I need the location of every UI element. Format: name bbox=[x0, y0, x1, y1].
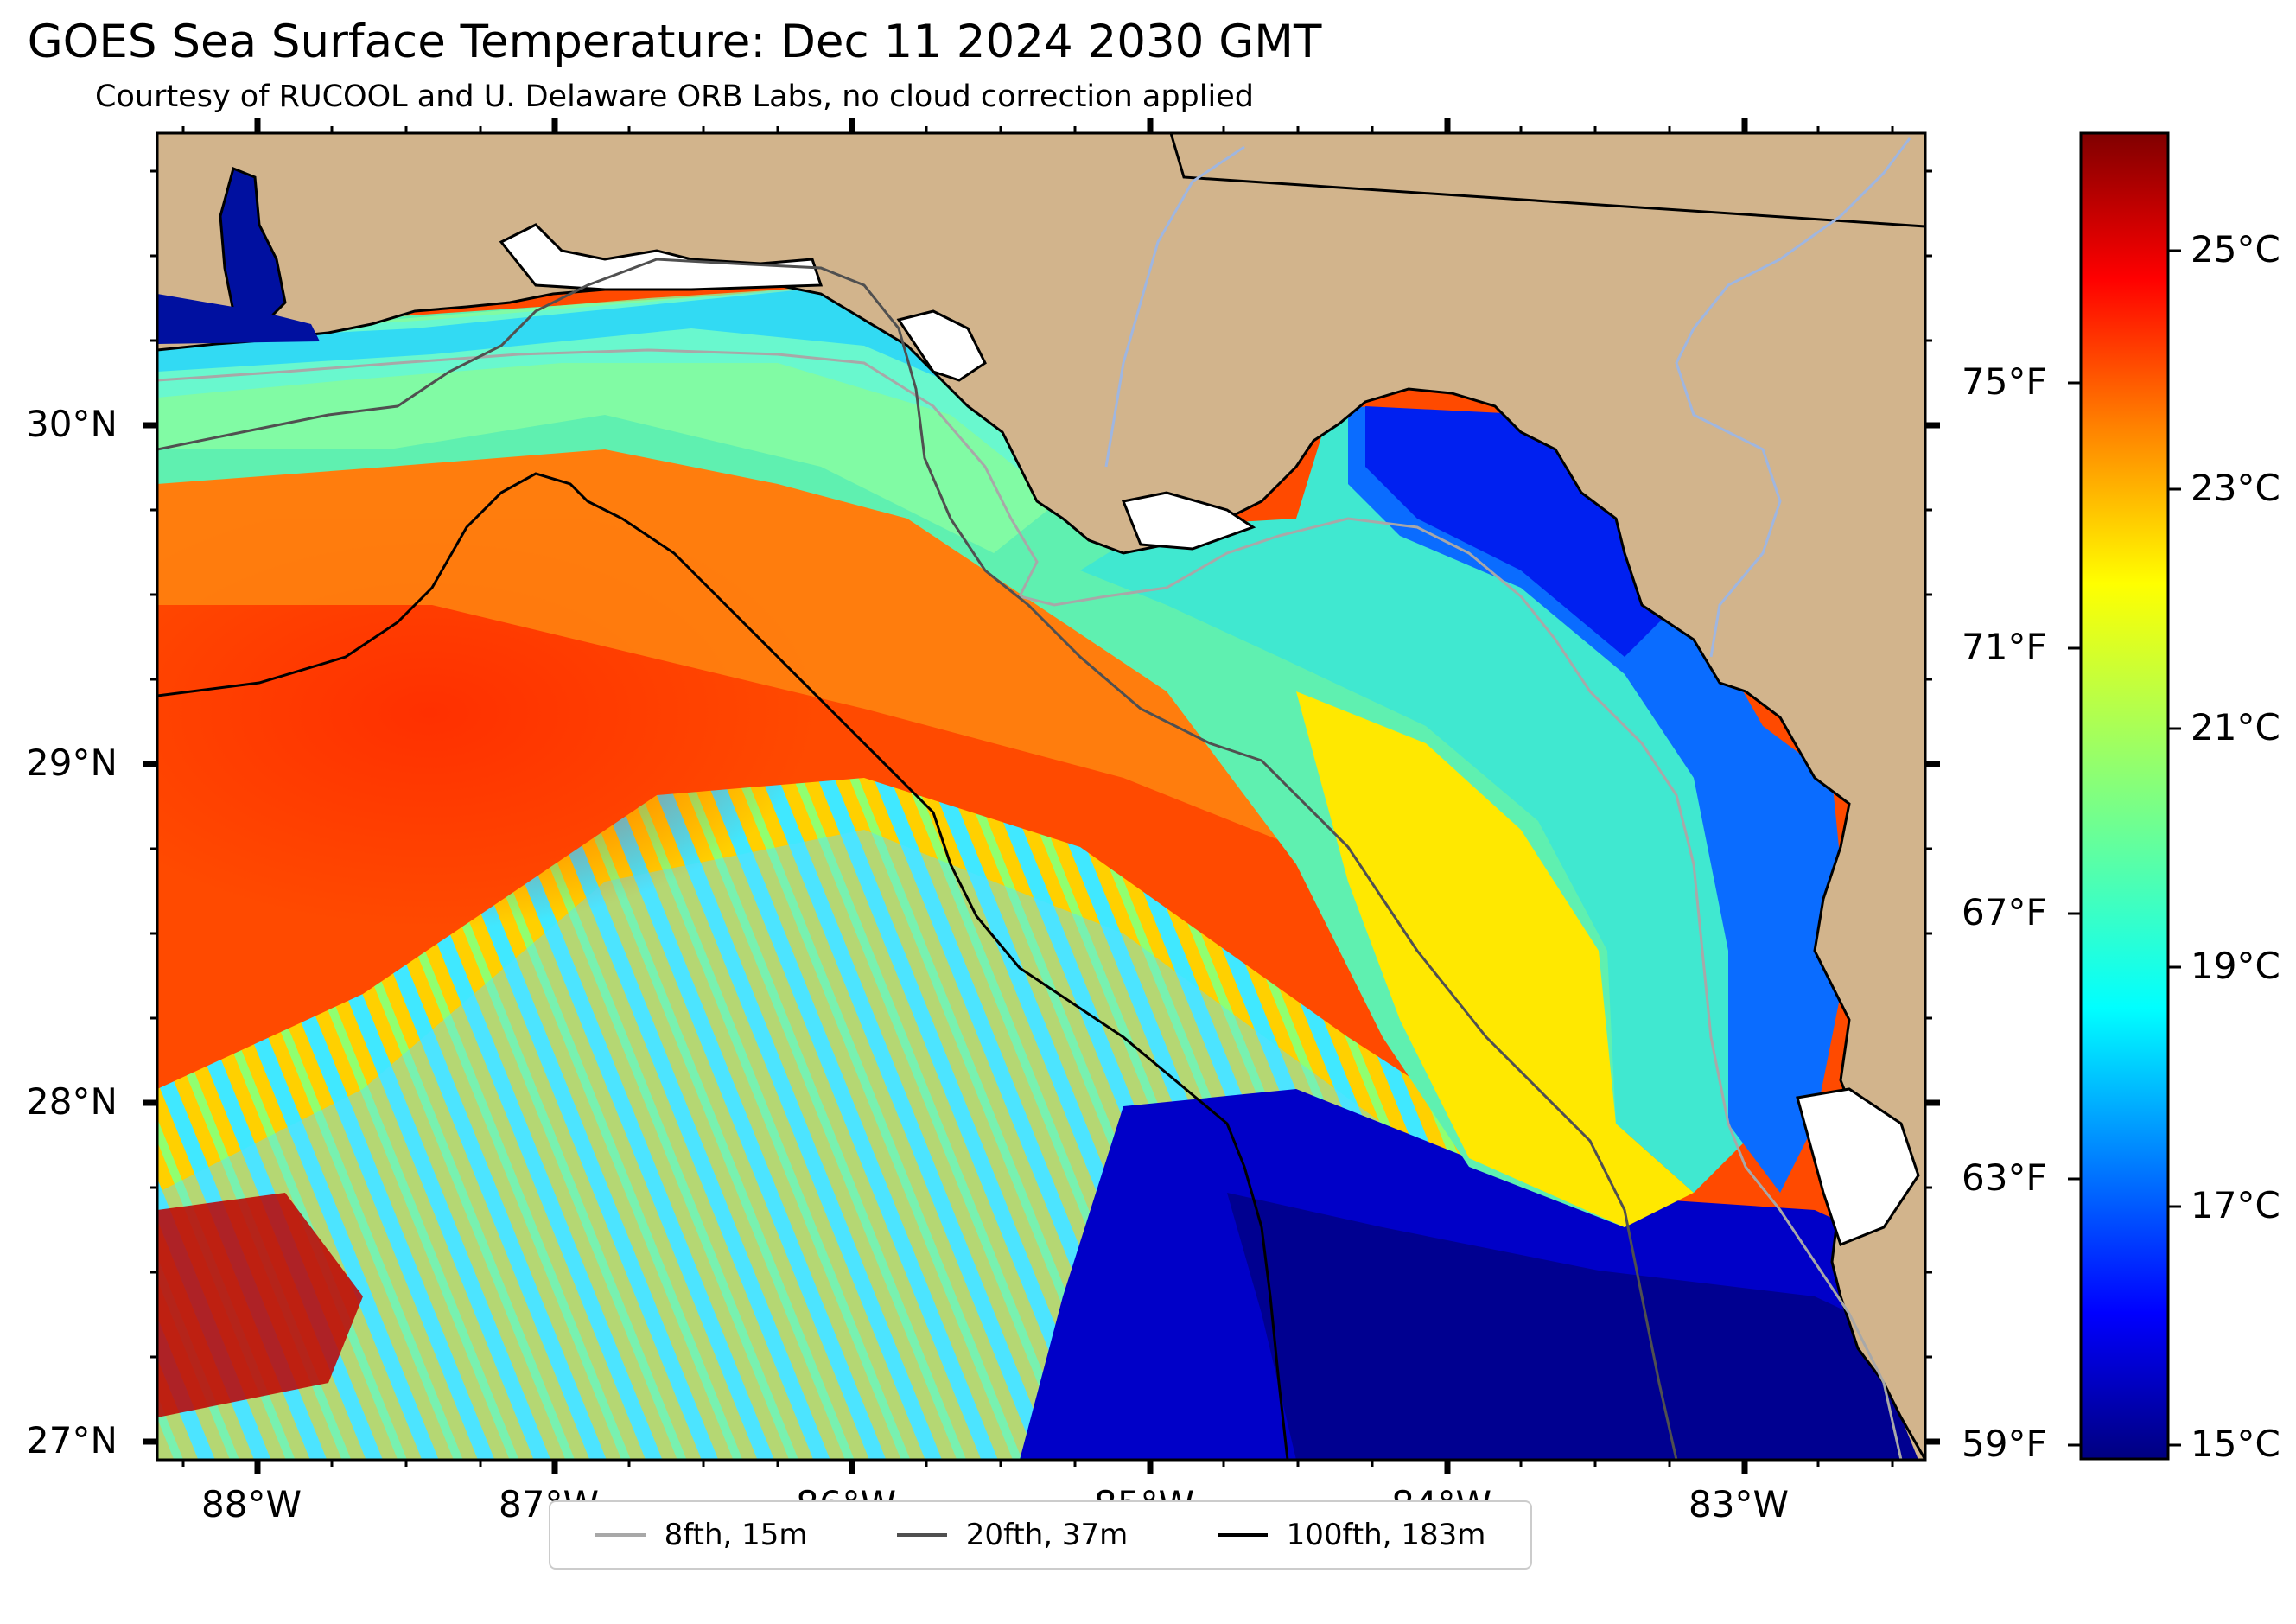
legend-item: 8fth, 15m bbox=[595, 1518, 808, 1552]
colorbar-fahrenheit-label: 75°F bbox=[1962, 360, 2047, 403]
legend-label: 100fth, 183m bbox=[1286, 1518, 1486, 1552]
latitude-label: 28°N bbox=[26, 1080, 118, 1123]
colorbar-ticks bbox=[2068, 249, 2181, 1447]
minor-ticks bbox=[150, 126, 1932, 1467]
isobath-lines bbox=[157, 258, 1903, 1460]
chart-title: GOES Sea Surface Temperature: Dec 11 202… bbox=[27, 16, 1322, 68]
colorbar-celsius-label: 25°C bbox=[2191, 228, 2280, 271]
colorbar-fahrenheit-label: 63°F bbox=[1962, 1156, 2047, 1199]
longitude-label: 83°W bbox=[1689, 1483, 1789, 1525]
chart-subtitle: Courtesy of RUCOOL and U. Delaware ORB L… bbox=[95, 80, 1254, 114]
colorbar-fahrenheit-label: 59°F bbox=[1962, 1423, 2047, 1465]
colorbar-celsius-label: 19°C bbox=[2191, 945, 2280, 987]
latitude-label: 27°N bbox=[26, 1419, 118, 1462]
sst-field bbox=[157, 133, 1925, 1460]
longitude-label: 88°W bbox=[201, 1483, 302, 1525]
legend-item: 100fth, 183m bbox=[1217, 1518, 1486, 1552]
isobath-legend: 8fth, 15m 20fth, 37m 100fth, 183m bbox=[549, 1500, 1532, 1570]
map-frame bbox=[156, 131, 1927, 1462]
legend-item: 20fth, 37m bbox=[896, 1518, 1129, 1552]
colorbar-fahrenheit-label: 71°F bbox=[1962, 626, 2047, 668]
colorbar-celsius-label: 23°C bbox=[2191, 467, 2280, 509]
colorbar-fahrenheit-label: 67°F bbox=[1962, 891, 2047, 933]
legend-label: 8fth, 15m bbox=[664, 1518, 808, 1552]
colorbar-celsius-label: 21°C bbox=[2191, 706, 2280, 748]
legend-label: 20fth, 37m bbox=[965, 1518, 1129, 1552]
legend-line-100fth bbox=[1217, 1533, 1268, 1537]
colorbar bbox=[2079, 131, 2170, 1461]
latitude-label: 30°N bbox=[26, 403, 118, 445]
latitude-label: 29°N bbox=[26, 742, 118, 784]
colorbar-celsius-label: 17°C bbox=[2191, 1184, 2280, 1226]
legend-line-20fth bbox=[896, 1533, 947, 1537]
legend-line-8fth bbox=[595, 1533, 646, 1537]
colorbar-celsius-label: 15°C bbox=[2191, 1423, 2280, 1465]
land-mass bbox=[156, 132, 1927, 1461]
